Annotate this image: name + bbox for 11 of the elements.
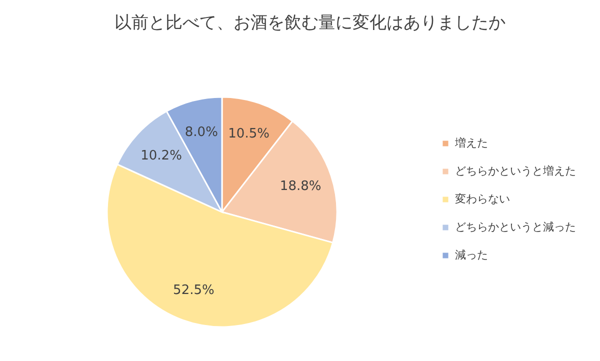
data-label: 18.8%: [280, 178, 322, 194]
data-label: 52.5%: [173, 282, 214, 298]
legend-label: どちらかというと減った: [455, 220, 576, 234]
data-label: 10.5%: [228, 126, 270, 142]
legend-label: 減った: [455, 248, 488, 262]
legend-label: 増えた: [454, 136, 488, 150]
legend-label: 変わらない: [455, 192, 510, 206]
data-label: 10.2%: [140, 148, 182, 164]
chart-title: 以前と比べて、お酒を飲む量に変化はありましたか: [114, 13, 506, 33]
legend-label: どちらかというと増えた: [455, 164, 576, 178]
data-label: 8.0%: [184, 124, 218, 140]
